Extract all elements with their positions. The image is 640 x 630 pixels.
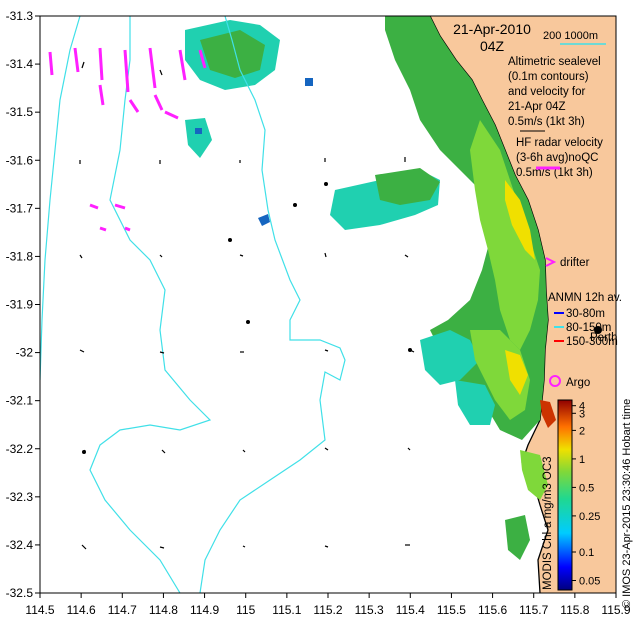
map-date-title: 21-Apr-2010 [453,21,531,37]
x-tick-label: 115.4 [396,603,425,617]
legend-alt-line: 0.5m/s (1kt 3h) [508,116,585,128]
colorbar [557,399,573,591]
colorbar-tick-label: 1 [579,454,585,466]
y-tick-label: -31.3 [6,9,34,23]
x-tick-label: 114.5 [25,603,54,617]
y-tick-label: -31.9 [6,298,34,312]
colorbar-tick-label: 2 [579,425,585,437]
x-tick-label: 114.9 [190,603,219,617]
colorbar-tick-label: 0.05 [579,576,600,588]
colorbar-tick-label: 0.1 [579,547,594,559]
colorbar-tick-label: 4 [579,401,585,413]
x-tick-label: 115.2 [313,603,342,617]
perth-marker [594,326,602,334]
colorbar-tick-label: 0.5 [579,482,594,494]
y-tick-label: -31.7 [6,201,34,215]
x-tick-label: 115.9 [601,603,630,617]
x-tick-label: 115 [236,603,255,617]
drifter-points [82,182,412,454]
hf-radar-arrows [48,47,207,232]
legend-hf-line: HF radar velocity [516,137,603,149]
credit-text: © IMOS 23-Apr-2015 23:30:46 Hobart time [621,399,633,608]
x-tick-label: 114.7 [108,603,137,617]
x-tick-label: 115.7 [519,603,548,617]
colorbar-label: MODIS Chl-a mg/m3 OC3 [542,456,554,590]
y-tick-label: -31.6 [6,153,34,167]
legend-alt-line: 21-Apr 04Z [508,101,566,113]
colorbar-tick-label: 3 [579,408,585,420]
y-tick-label: -31.8 [6,249,34,263]
legend-argo-icon [549,375,561,387]
legend-drifter: drifter [560,257,590,269]
velocity-arrows [79,61,415,550]
colorbar-ticks: 43 2 1 0.5 0.25 0.1 0.05 [572,401,600,588]
legend-alt-line: Altimetric sealevel [508,56,601,68]
legend-hf-line: (3-6h avg)noQC [516,152,598,164]
map-time-title: 04Z [480,38,505,54]
y-tick-label: -32.2 [6,442,34,456]
legend-drifter-icon [545,257,557,267]
legend-hf-line: 0.5m/s (1kt 3h) [516,167,593,179]
chlorophyll-field [185,16,556,560]
y-tick-label: -32 [16,346,34,360]
bathymetry-legend: 200 1000m [543,30,598,42]
x-tick-label: 115.8 [560,603,589,617]
legend-hf-radar: HF radar velocity (3-6h avg)noQC 0.5m/s … [516,137,603,179]
legend-altimetric: Altimetric sealevel (0.1m contours) and … [508,56,601,128]
legend-argo: Argo [566,377,590,389]
x-tick-label: 115.6 [478,603,507,617]
legend-anmn-title: ANMN 12h av. [548,292,622,304]
y-tick-label: -31.4 [6,57,34,71]
x-tick-label: 115.1 [272,603,301,617]
y-axis: -31.3 -31.4 -31.5 -31.6 -31.7 -31.8 -31.9 -32 -3… [6,9,40,600]
y-tick-label: -32.1 [6,394,34,408]
legend-anmn-depth: 30-80m [566,308,605,320]
legend-alt-line: and velocity for [508,86,586,98]
legend-alt-line: (0.1m contours) [508,71,589,83]
y-tick-label: -32.5 [6,586,34,600]
y-tick-label: -32.3 [6,490,34,504]
y-tick-label: -32.4 [6,538,34,552]
colorbar-tick-label: 0.25 [579,511,600,523]
legend-anmn-depth: 150-300m [566,336,618,348]
bathymetry-contours [40,16,346,593]
x-tick-label: 115.3 [355,603,384,617]
y-tick-label: -31.5 [6,105,34,119]
city-label: Perth [590,332,618,344]
x-tick-label: 114.8 [149,603,178,617]
x-tick-label: 114.6 [67,603,96,617]
x-axis: 114.5 114.6 114.7 114.8 114.9 115 115.1 115.2 11… [25,593,631,617]
x-tick-label: 115.5 [437,603,466,617]
